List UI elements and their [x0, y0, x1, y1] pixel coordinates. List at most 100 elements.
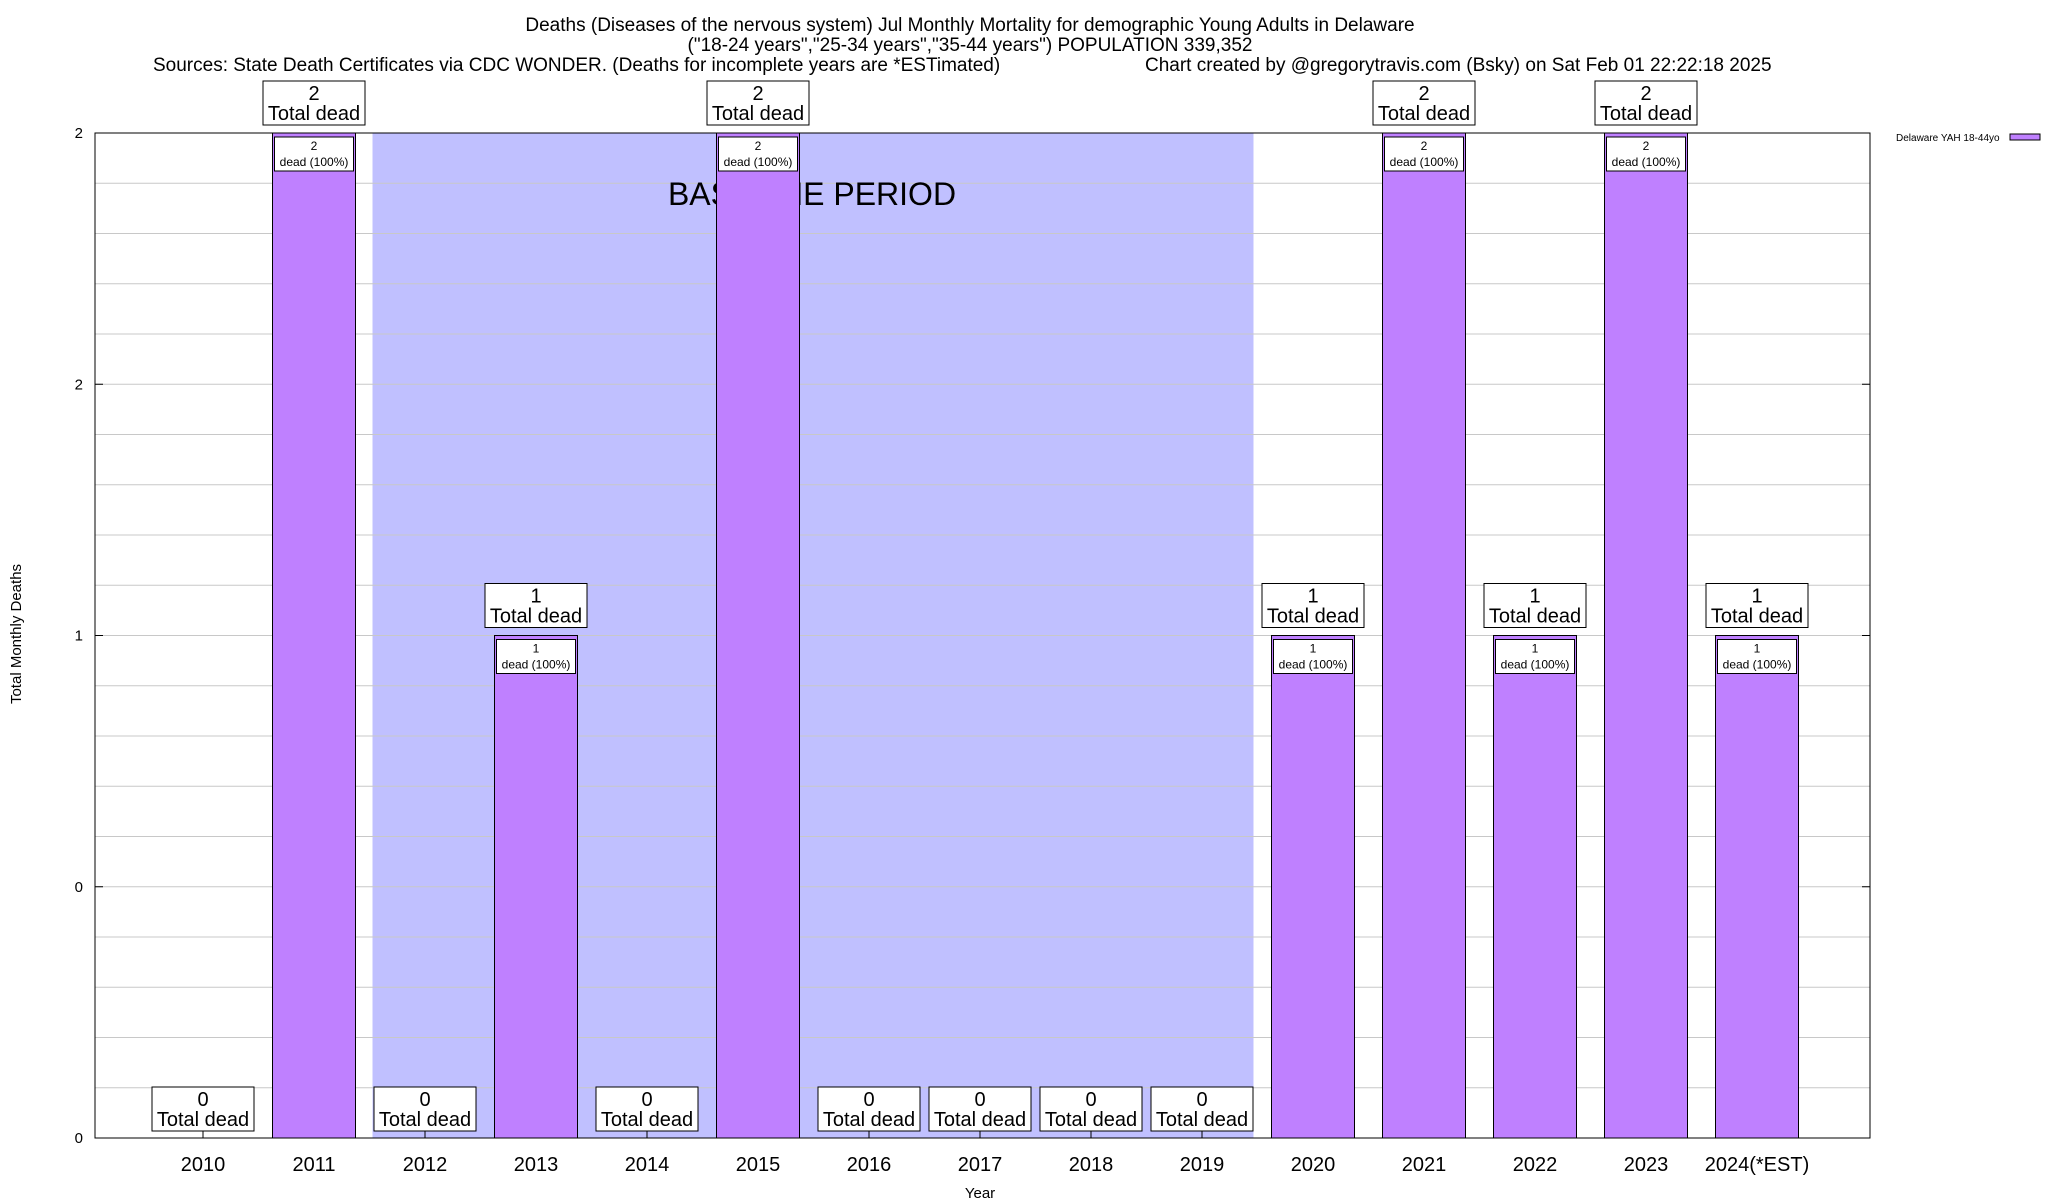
bar-inner-label-box [1606, 136, 1686, 172]
bar-inner-count: 1 [1754, 642, 1761, 656]
bar [1604, 132, 1688, 1139]
total-label-value: 1 [1751, 586, 1762, 608]
total-label-text: Total dead [712, 103, 804, 125]
bar [494, 635, 578, 1139]
bar-inner-label: dead (100%) [1612, 155, 1681, 169]
bar-inner-label: dead (100%) [280, 155, 349, 169]
total-label-box [151, 1086, 255, 1132]
bar-inner-label: dead (100%) [724, 155, 793, 169]
bar-inner-label: dead (100%) [1501, 658, 1570, 672]
total-label-box [706, 80, 810, 126]
total-label-text: Total dead [1267, 606, 1359, 628]
total-label-box [595, 1086, 699, 1132]
total-label-value: 0 [1085, 1089, 1096, 1111]
total-label-box [262, 80, 366, 126]
x-tick-label: 2012 [403, 1154, 448, 1176]
total-label-value: 0 [863, 1089, 874, 1111]
total-label-box [484, 583, 588, 628]
total-label-box [1483, 583, 1587, 628]
legend-swatch [2009, 133, 2041, 141]
total-label-text: Total dead [1489, 606, 1581, 628]
bar-inner-label-box [496, 639, 576, 674]
chart-credit: Chart created by @gregorytravis.com (Bsk… [1145, 55, 1772, 76]
bar-inner-count: 2 [1421, 139, 1428, 153]
bar-inner-count: 2 [311, 139, 318, 153]
x-tick-label: 2023 [1624, 1154, 1669, 1176]
total-label-value: 2 [752, 83, 763, 105]
total-label-box [928, 1086, 1032, 1132]
bar-inner-count: 1 [533, 642, 540, 656]
bar-inner-count: 1 [1532, 642, 1539, 656]
bar-inner-count: 2 [755, 139, 762, 153]
total-label-value: 2 [1418, 83, 1429, 105]
total-label-box [1150, 1086, 1254, 1132]
total-label-text: Total dead [268, 103, 360, 125]
total-label-text: Total dead [1378, 103, 1470, 125]
chart-sources: Sources: State Death Certificates via CD… [153, 55, 1000, 76]
y-tick-label: 2 [75, 376, 83, 393]
x-tick-label: 2021 [1402, 1154, 1447, 1176]
bar [272, 132, 356, 1139]
total-label-box [373, 1086, 477, 1132]
total-label-box [1594, 80, 1698, 126]
total-label-text: Total dead [1045, 1109, 1137, 1131]
baseline-label: BASELINE PERIOD [668, 176, 956, 212]
x-tick-label: 2018 [1069, 1154, 1114, 1176]
bar-inner-count: 2 [1643, 139, 1650, 153]
bar [1715, 635, 1799, 1139]
y-axis-label: Total Monthly Deaths [8, 564, 25, 704]
bar [1493, 635, 1577, 1139]
bar-inner-label-box [1384, 136, 1464, 172]
total-label-text: Total dead [823, 1109, 915, 1131]
total-label-value: 1 [1307, 586, 1318, 608]
bar-inner-label-box [1717, 639, 1797, 674]
x-tick-label: 2014 [625, 1154, 670, 1176]
total-label-box [817, 1086, 921, 1132]
x-tick-label: 2017 [958, 1154, 1003, 1176]
total-label-value: 0 [641, 1089, 652, 1111]
total-label-value: 2 [308, 83, 319, 105]
total-label-value: 0 [419, 1089, 430, 1111]
x-tick-label: 2013 [514, 1154, 559, 1176]
total-label-value: 0 [1196, 1089, 1207, 1111]
total-label-value: 0 [974, 1089, 985, 1111]
x-axis-label: Year [965, 1185, 995, 1200]
chart-title-line-2: ("18-24 years","25-34 years","35-44 year… [688, 35, 1253, 56]
total-label-text: Total dead [157, 1109, 249, 1131]
x-tick-label: 2019 [1180, 1154, 1225, 1176]
total-label-text: Total dead [490, 606, 582, 628]
y-tick-label: 0 [75, 1130, 83, 1147]
bar-inner-label: dead (100%) [1723, 658, 1792, 672]
chart-title-line-1: Deaths (Diseases of the nervous system) … [525, 15, 1414, 36]
total-label-value: 0 [197, 1089, 208, 1111]
bar-inner-label-box [1495, 639, 1575, 674]
x-tick-label: 2020 [1291, 1154, 1336, 1176]
total-label-text: Total dead [379, 1109, 471, 1131]
bar [716, 132, 800, 1139]
total-label-text: Total dead [934, 1109, 1026, 1131]
bar-inner-label: dead (100%) [1390, 155, 1459, 169]
y-tick-label: 2 [75, 125, 83, 142]
x-tick-label: 2015 [736, 1154, 781, 1176]
total-label-text: Total dead [1711, 606, 1803, 628]
x-tick-label: 2016 [847, 1154, 892, 1176]
total-label-value: 1 [1529, 586, 1540, 608]
total-label-text: Total dead [601, 1109, 693, 1131]
x-tick-label: 2010 [181, 1154, 226, 1176]
total-label-box [1261, 583, 1365, 628]
bar [1382, 132, 1466, 1139]
x-tick-label: 2022 [1513, 1154, 1558, 1176]
total-label-box [1372, 80, 1476, 126]
bar-inner-label-box [718, 136, 798, 172]
total-label-value: 2 [1640, 83, 1651, 105]
total-label-box [1039, 1086, 1143, 1132]
total-label-box [1705, 583, 1809, 628]
x-tick-label: 2024(*EST) [1705, 1154, 1810, 1176]
bar-inner-count: 1 [1310, 642, 1317, 656]
y-tick-label: 1 [75, 628, 83, 645]
y-tick-label: 0 [75, 879, 83, 896]
bar-inner-label-box [274, 136, 354, 172]
legend-label: Delaware YAH 18-44yo [1896, 133, 2000, 144]
